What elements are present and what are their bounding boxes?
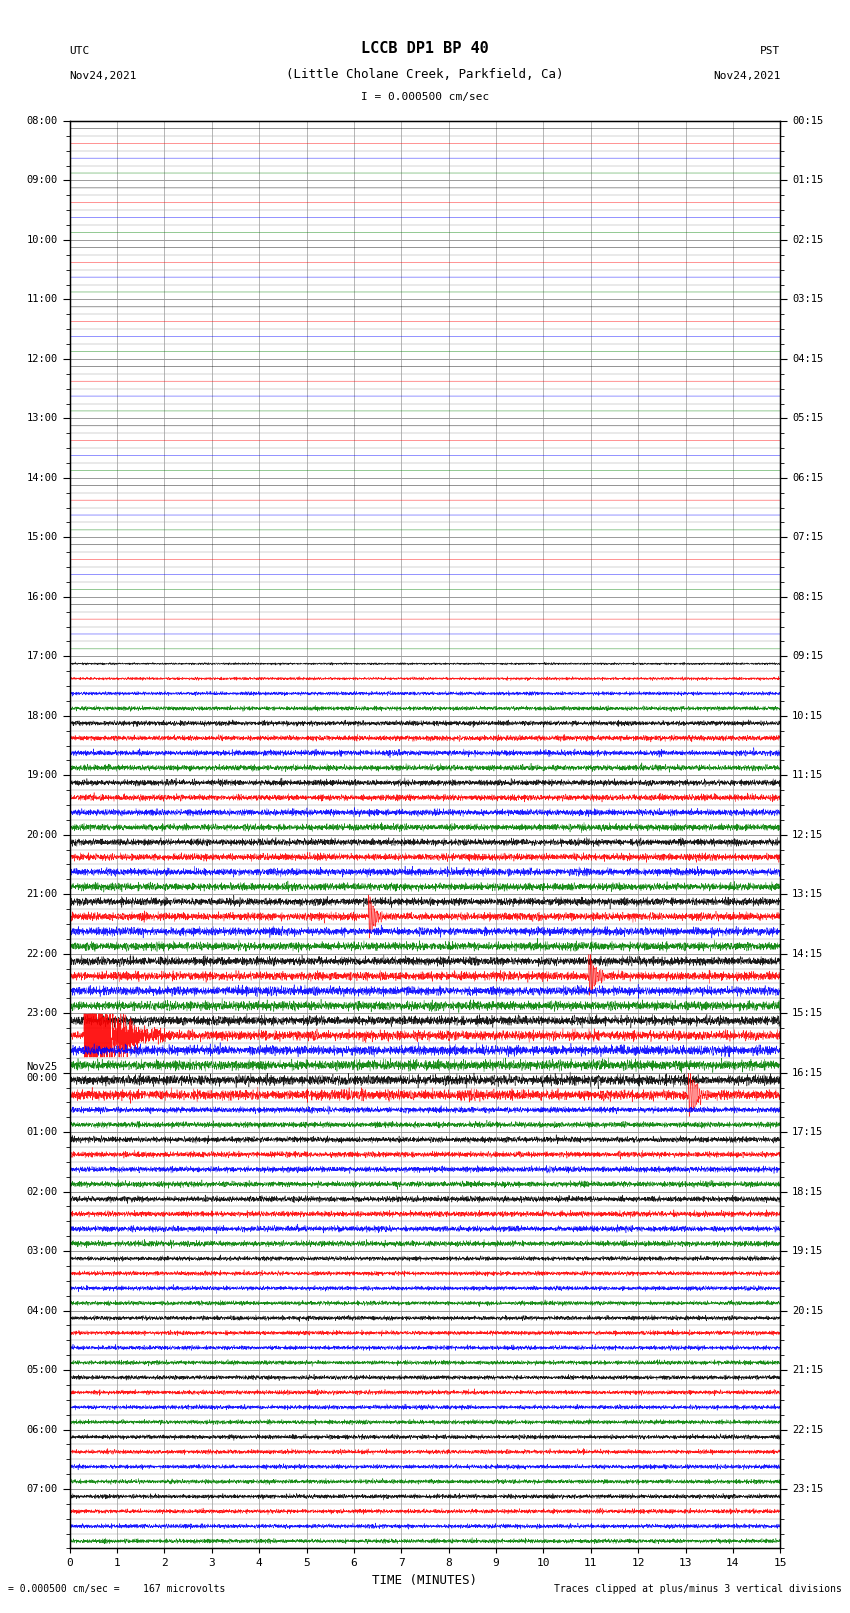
Text: UTC: UTC [70, 47, 90, 56]
X-axis label: TIME (MINUTES): TIME (MINUTES) [372, 1574, 478, 1587]
Text: LCCB DP1 BP 40: LCCB DP1 BP 40 [361, 42, 489, 56]
Text: Nov24,2021: Nov24,2021 [70, 71, 137, 81]
Text: = 0.000500 cm/sec =    167 microvolts: = 0.000500 cm/sec = 167 microvolts [8, 1584, 226, 1594]
Text: Nov24,2021: Nov24,2021 [713, 71, 780, 81]
Text: (Little Cholane Creek, Parkfield, Ca): (Little Cholane Creek, Parkfield, Ca) [286, 68, 564, 81]
Text: I = 0.000500 cm/sec: I = 0.000500 cm/sec [361, 92, 489, 102]
Text: Traces clipped at plus/minus 3 vertical divisions: Traces clipped at plus/minus 3 vertical … [553, 1584, 842, 1594]
Text: PST: PST [760, 47, 780, 56]
